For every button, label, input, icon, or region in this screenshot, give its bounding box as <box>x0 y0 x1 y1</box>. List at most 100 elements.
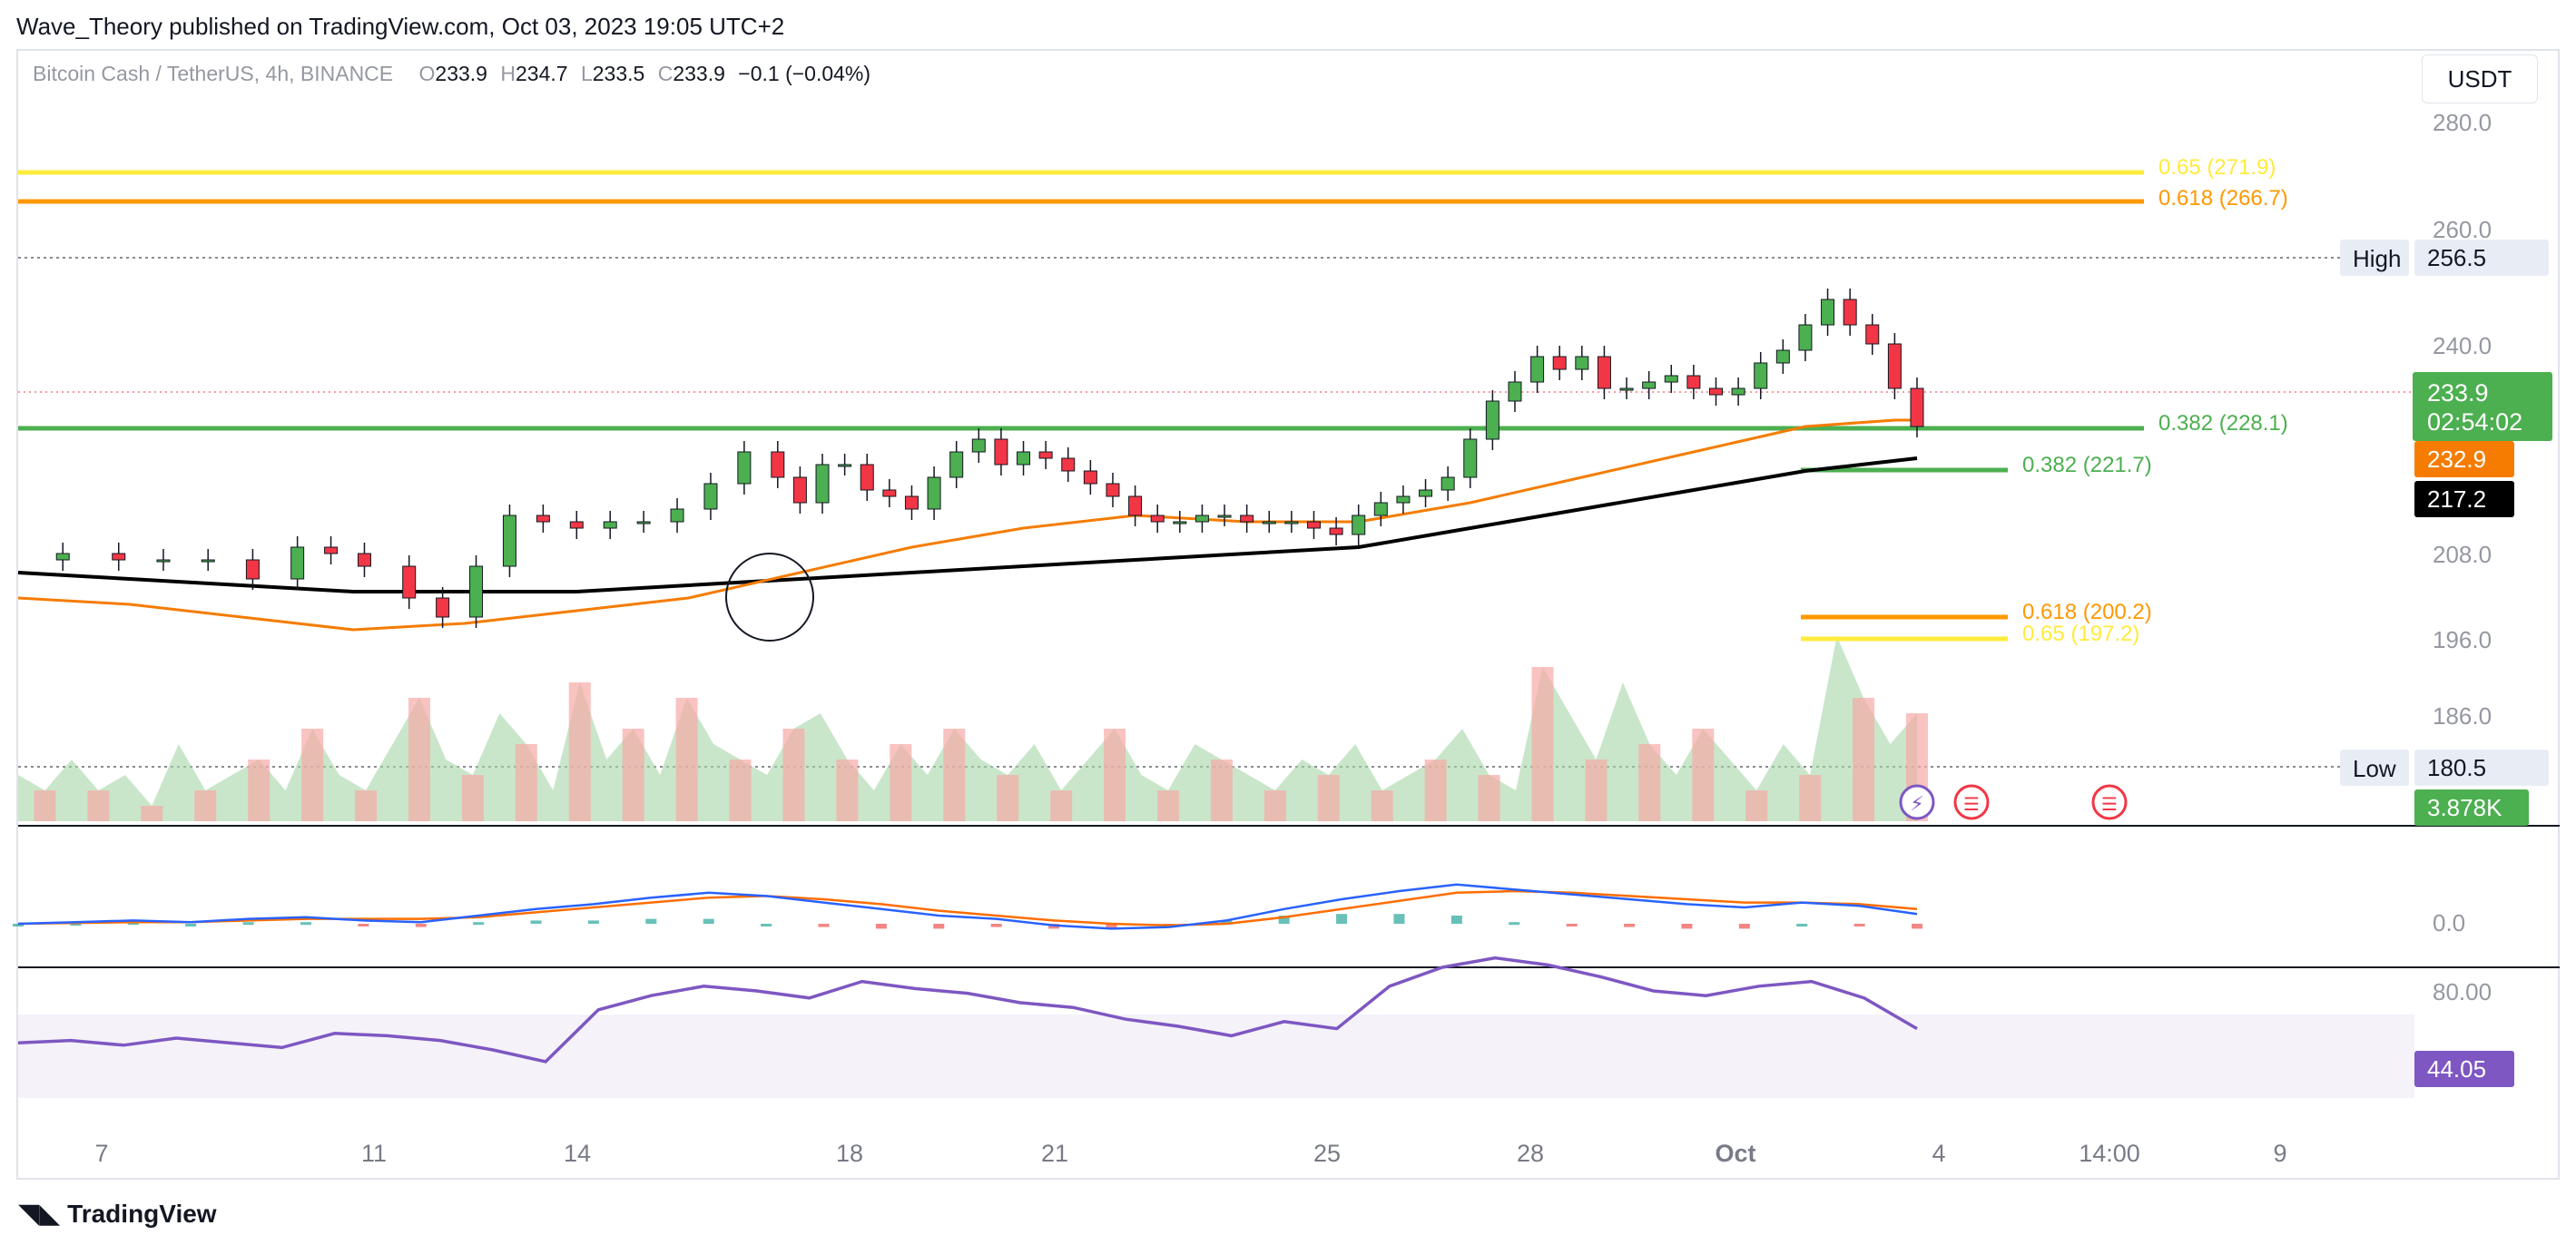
candle-up <box>201 559 215 563</box>
svg-text:☰: ☰ <box>2101 795 2118 815</box>
fib-label: 0.382 (221.7) <box>2022 453 2152 477</box>
candle-up <box>1575 356 1589 370</box>
time-tick: Oct <box>1715 1140 1755 1167</box>
volume-bar <box>515 744 537 821</box>
tradingview-logo-icon: ◥◣ <box>18 1199 61 1229</box>
ema50-value-bg <box>2414 441 2514 477</box>
candle-up <box>1352 515 1366 535</box>
macd-histogram-bar <box>933 924 945 929</box>
volume-bar <box>997 775 1019 821</box>
symbol-name[interactable]: Bitcoin Cash / TetherUS, 4h, BINANCE <box>33 62 394 85</box>
macd-histogram-bar <box>587 920 599 924</box>
close-value: 233.9 <box>673 62 725 85</box>
signal-line <box>17 889 1918 927</box>
macd-pane <box>13 883 1922 930</box>
macd-histogram-bar <box>1509 922 1520 926</box>
candle-down <box>792 476 807 504</box>
volume-bar <box>194 790 217 821</box>
macd-histogram-bar <box>300 922 311 926</box>
candle-down <box>245 559 260 580</box>
us-flag-icon[interactable] <box>1953 784 1990 820</box>
macd-histogram-bar <box>1738 924 1750 929</box>
volume-value-bg <box>2414 789 2529 826</box>
macd-histogram-bar <box>1393 914 1405 924</box>
open-value: 233.9 <box>435 62 487 85</box>
macd-histogram-bar <box>415 924 427 927</box>
volume-bar <box>301 729 324 821</box>
time-tick: 11 <box>361 1140 387 1167</box>
candle-down <box>1552 356 1567 370</box>
candle-down <box>1329 527 1343 535</box>
rsi-line <box>17 956 1918 1064</box>
candle-up <box>703 483 718 510</box>
candle-down <box>1597 356 1611 389</box>
candle-down <box>1843 299 1857 326</box>
price-tick: 240.0 <box>2433 332 2492 359</box>
macd-histogram-bar <box>127 922 139 926</box>
candle-up <box>156 559 171 563</box>
candle-up <box>1284 521 1299 524</box>
candle-down <box>1306 521 1321 529</box>
candle-up <box>290 546 305 580</box>
candle-down <box>402 565 417 599</box>
candle-up <box>815 464 830 504</box>
candle-down <box>1128 495 1143 516</box>
volume-bar <box>1210 760 1233 821</box>
candle-down <box>112 553 126 561</box>
rsi-value: 44.05 <box>2427 1055 2486 1083</box>
macd-histogram-bar <box>1278 916 1290 924</box>
low-value: 180.5 <box>2427 754 2486 781</box>
candle-up <box>1373 502 1388 516</box>
volume-bar <box>1156 790 1179 821</box>
candle-down <box>1686 375 1701 389</box>
rsi-pane <box>17 956 2414 1098</box>
macd-histogram-bar <box>70 923 82 926</box>
macd-histogram-bar <box>703 918 714 924</box>
candle-down <box>1106 483 1120 497</box>
candle-up <box>737 451 752 485</box>
candle-up <box>1821 299 1835 326</box>
price-tick: 196.0 <box>2433 626 2492 653</box>
candle-down <box>436 597 450 618</box>
ema50-line <box>17 418 1917 632</box>
candle-down <box>1038 451 1053 459</box>
candle-up <box>670 508 684 523</box>
fib-label: 0.65 (271.9) <box>2158 155 2276 180</box>
candle-down <box>1887 343 1902 389</box>
macd-histogram-bar <box>473 922 485 926</box>
candle-up <box>603 521 617 529</box>
lightning-icon[interactable] <box>1899 784 1935 820</box>
candle-up <box>55 553 70 561</box>
macd-histogram-bar <box>761 924 772 926</box>
time-tick: 18 <box>836 1140 863 1167</box>
footer-brand[interactable]: ◥◣ TradingView <box>18 1199 217 1229</box>
candle-up <box>1173 521 1187 524</box>
us-flag-icon-2[interactable] <box>2091 784 2128 820</box>
macd-histogram-bar <box>1624 924 1636 927</box>
candle-down <box>1150 515 1165 523</box>
currency-button[interactable]: USDT <box>2422 54 2538 103</box>
high-value: 234.7 <box>516 62 568 85</box>
time-tick: 14:00 <box>2079 1140 2140 1167</box>
macd-histogram-bar <box>530 920 542 924</box>
ema50-value: 232.9 <box>2427 446 2486 473</box>
event-icons: ⚡ ☰ ☰ <box>1899 784 2128 820</box>
ema200-value-bg <box>2414 481 2514 517</box>
candle-up <box>1485 400 1499 440</box>
price-axis: 280.0 260.0 240.0 208.0 196.0 186.0 0.0 80.00 Hi… <box>2340 109 2552 1087</box>
macd-histogram-bar <box>1106 924 1117 929</box>
volume-bar <box>1424 760 1447 821</box>
candle-up <box>838 464 852 467</box>
macd-histogram-bar <box>1681 924 1693 929</box>
change-value: −0.1 (−0.04%) <box>738 62 871 85</box>
high-label-bg <box>2340 240 2409 276</box>
svg-text:☰: ☰ <box>1963 795 1980 815</box>
volume-bar <box>782 729 805 821</box>
volume-bar <box>1853 698 1875 821</box>
time-tick: 7 <box>94 1140 108 1167</box>
candle-down <box>860 464 874 491</box>
rsi-band <box>18 1015 2414 1098</box>
candle-up <box>469 565 484 618</box>
macd-histogram-bar <box>818 924 830 927</box>
